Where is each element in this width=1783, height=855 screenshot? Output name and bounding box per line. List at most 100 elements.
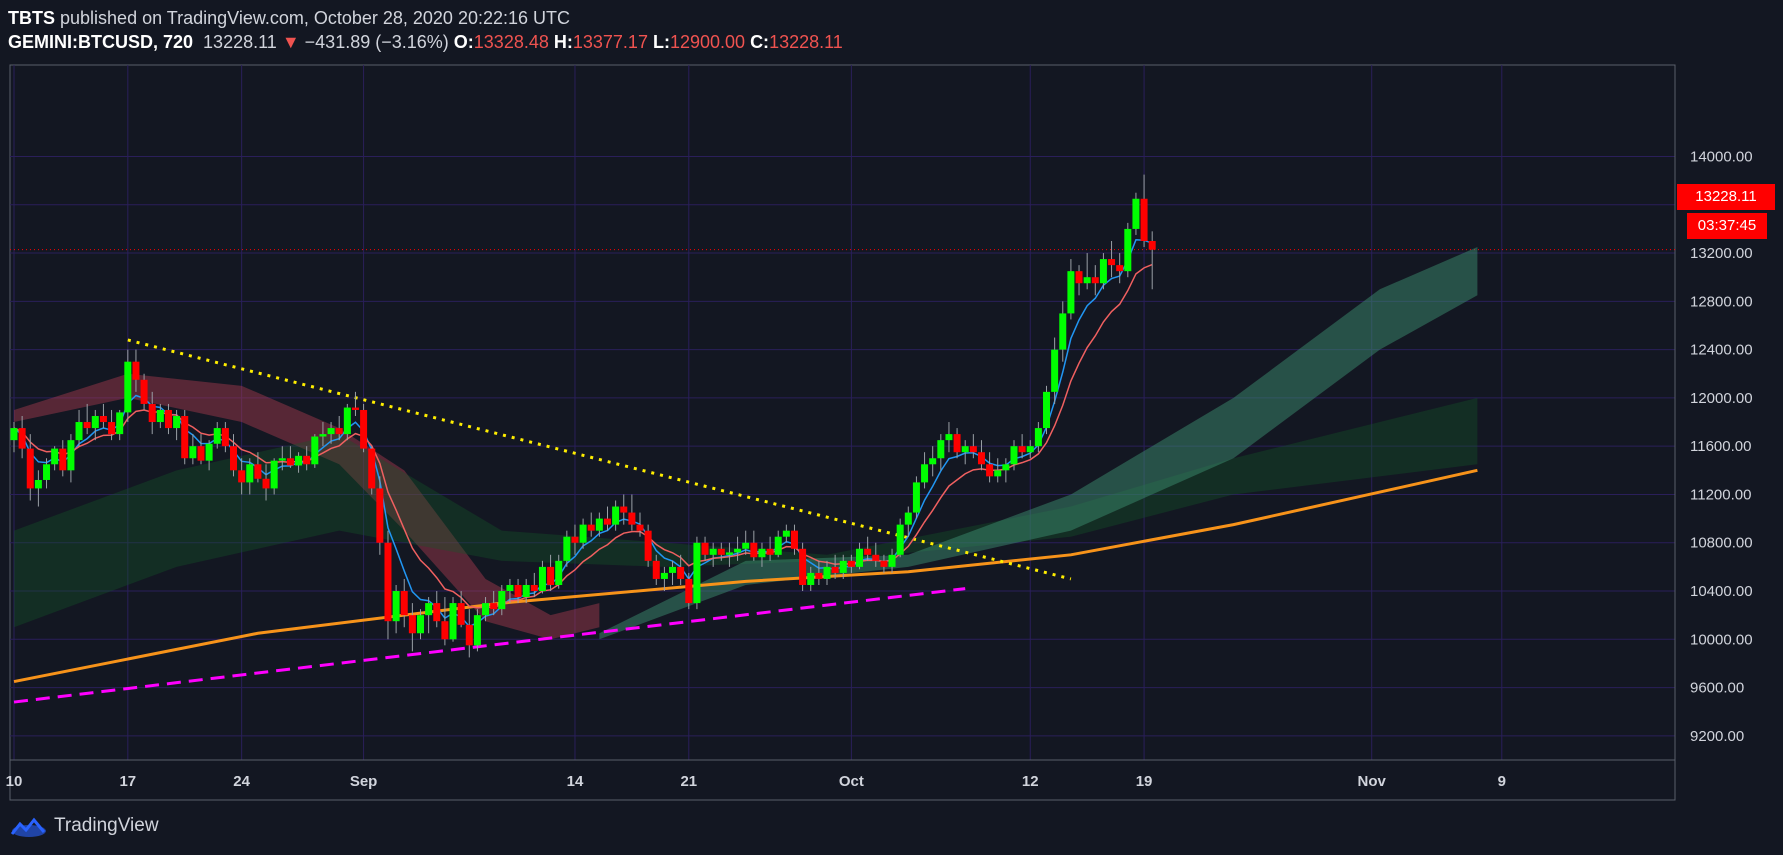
candle-body [612,506,620,525]
candle-body [904,512,912,525]
candle-body [912,482,920,513]
candle-body [888,554,896,567]
candle-body [343,407,351,435]
change-arrow-icon: ▼ [281,32,300,52]
candle-body [278,458,286,461]
candle-body [636,524,644,531]
price-tick-label: 11200.00 [1690,486,1751,503]
candle-body [823,566,831,579]
candle-body [969,446,977,453]
candle-body [953,434,961,453]
candle-body [238,470,246,483]
candle-body [587,524,595,531]
price-tick-label: 9600.00 [1690,680,1744,697]
time-tick-label: 9 [1498,773,1506,790]
candle-body [717,548,725,555]
time-tick-label: 21 [680,773,697,790]
candle-body [1140,198,1148,241]
time-tick-label: 17 [119,773,136,790]
candle-body [1132,198,1140,229]
candle-body [1010,446,1018,465]
candle-body [652,560,660,579]
candle-body [807,572,815,585]
publish-info: TBTS published on TradingView.com, Octob… [8,8,570,29]
candle-body [441,621,449,640]
candle-body [1043,391,1051,429]
candle-body [67,440,75,471]
candle-body [384,542,392,622]
chart-grid [10,65,1676,800]
price-tick-label: 10000.00 [1690,631,1753,648]
candle-body [482,603,490,616]
close-value: 13228.11 [769,32,843,52]
candle-body [880,560,888,567]
price-tick-label: 12800.00 [1690,293,1753,310]
candle-body [1083,277,1091,284]
candle-body [1067,271,1075,314]
candle-body [164,409,172,429]
symbol-label[interactable]: GEMINI:BTCUSD, 720 [8,32,194,52]
candle-body [856,548,864,567]
candle-body [254,464,262,479]
candle-body [59,448,67,471]
time-tick-label: 12 [1022,773,1039,790]
candle-body [547,566,555,585]
candle-body [734,548,742,553]
close-label: C: [750,32,770,52]
author-name[interactable]: TBTS [8,8,55,28]
candle-body [116,412,124,435]
price-tick-label: 9200.00 [1690,728,1744,745]
candle-body [986,464,994,477]
candle-body [1124,228,1132,272]
candle-body [790,530,798,549]
candle-body [579,524,587,543]
candle-body [417,615,424,634]
published-text: published on TradingView.com, October 28… [60,8,571,28]
candle-body [108,422,116,435]
candle-body [685,578,693,604]
candle-body [449,603,457,640]
high-value: 13377.17 [572,32,648,52]
low-value: 12900.00 [669,32,746,52]
candle-body [83,422,91,429]
candle-body [847,560,855,567]
price-axis: 14000.0013600.0013200.0012800.0012400.00… [1690,149,1753,745]
candle-body [522,584,530,598]
candle-body [595,518,603,531]
candle-body [1148,240,1156,250]
candle-body [230,446,238,471]
candle-body [408,615,416,634]
time-tick-label: 19 [1136,773,1153,790]
candle-body [51,448,59,465]
candle-body [725,552,733,555]
candle-body [473,615,481,646]
candle-body [701,542,709,555]
candle-body [799,548,807,585]
time-tick-label: 24 [233,773,250,790]
price-tick-label: 14000.00 [1690,149,1753,166]
candle-body [286,458,294,466]
price-tick-label: 10800.00 [1690,535,1753,552]
candle-body [563,536,571,561]
candle-body [620,506,628,513]
candle-body [335,428,343,435]
candle-body [669,566,677,573]
last-price-tag: 13228.11 [1677,184,1775,210]
price-tick-label: 11600.00 [1690,438,1751,455]
low-label: L: [652,32,670,52]
candle-body [1075,271,1083,284]
tradingview-logo[interactable]: TradingView [10,814,159,838]
candle-body [425,603,433,616]
candle-series [10,174,1156,658]
candle-body [1059,313,1067,350]
candle-body [555,560,563,585]
candle-body [156,409,164,423]
candle-body [758,548,766,558]
candle-body [213,428,221,444]
price-change: −431.89 (−3.16%) [304,32,449,52]
time-tick-label: Nov [1358,773,1387,790]
candle-body [140,379,148,404]
candle-body [246,464,254,483]
candle-body [18,428,26,449]
